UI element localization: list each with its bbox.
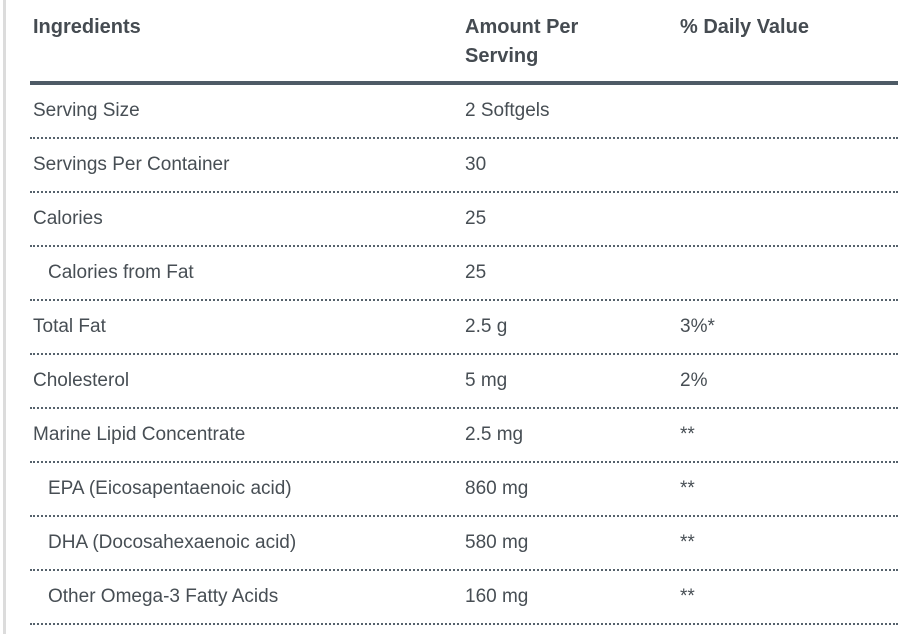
amount-value: 2 Softgels bbox=[465, 100, 550, 121]
ingredient-name: Calories bbox=[33, 208, 103, 229]
daily-value: ** bbox=[680, 532, 695, 553]
ingredient-name: Serving Size bbox=[33, 100, 140, 121]
table-row-dha: DHA (Docosahexaenoic acid) 580 mg ** bbox=[30, 517, 898, 571]
ingredient-name: Servings Per Container bbox=[33, 154, 230, 175]
table-row-epa: EPA (Eicosapentaenoic acid) 860 mg ** bbox=[30, 463, 898, 517]
table-row-calories-from-fat: Calories from Fat 25 bbox=[30, 247, 898, 301]
table-row-total-fat: Total Fat 2.5 g 3%* bbox=[30, 301, 898, 355]
column-header-amount-per-serving-label: Amount Per Serving bbox=[465, 16, 579, 67]
ingredient-name: Cholesterol bbox=[33, 370, 130, 391]
amount-value: 2.5 g bbox=[465, 316, 508, 337]
ingredient-name: EPA (Eicosapentaenoic acid) bbox=[48, 478, 292, 499]
ingredient-name: DHA (Docosahexaenoic acid) bbox=[48, 532, 297, 553]
column-header-ingredients-label: Ingredients bbox=[33, 16, 141, 38]
amount-value: 580 mg bbox=[465, 532, 529, 553]
table-header-row: Ingredients Amount Per Serving % Daily V… bbox=[30, 0, 898, 85]
page-left-edge-strip bbox=[3, 0, 6, 634]
table-row-calories: Calories 25 bbox=[30, 193, 898, 247]
amount-value: 860 mg bbox=[465, 478, 529, 499]
daily-value: 2% bbox=[680, 370, 708, 391]
column-header-ingredients: Ingredients bbox=[30, 13, 465, 42]
table-row-other-omega3: Other Omega-3 Fatty Acids 160 mg ** bbox=[30, 571, 898, 625]
amount-value: 30 bbox=[465, 154, 487, 175]
amount-value: 2.5 mg bbox=[465, 424, 524, 445]
table-row-servings-per-container: Servings Per Container 30 bbox=[30, 139, 898, 193]
column-header-daily-value-label: % Daily Value bbox=[680, 16, 809, 38]
ingredient-name: Marine Lipid Concentrate bbox=[33, 424, 246, 445]
ingredient-name: Calories from Fat bbox=[48, 262, 194, 283]
column-header-amount-per-serving: Amount Per Serving bbox=[465, 13, 680, 71]
table-row-serving-size: Serving Size 2 Softgels bbox=[30, 85, 898, 139]
amount-value: 5 mg bbox=[465, 370, 508, 391]
supplement-facts-table: Ingredients Amount Per Serving % Daily V… bbox=[30, 0, 898, 625]
ingredient-name: Other Omega-3 Fatty Acids bbox=[48, 586, 279, 607]
ingredient-name: Total Fat bbox=[33, 316, 106, 337]
amount-value: 25 bbox=[465, 208, 487, 229]
amount-value: 160 mg bbox=[465, 586, 529, 607]
column-header-daily-value: % Daily Value bbox=[680, 13, 898, 42]
table-row-cholesterol: Cholesterol 5 mg 2% bbox=[30, 355, 898, 409]
daily-value: 3%* bbox=[680, 316, 715, 337]
daily-value: ** bbox=[680, 586, 695, 607]
daily-value: ** bbox=[680, 478, 695, 499]
table-row-marine-lipid-concentrate: Marine Lipid Concentrate 2.5 mg ** bbox=[30, 409, 898, 463]
amount-value: 25 bbox=[465, 262, 487, 283]
daily-value: ** bbox=[680, 424, 695, 445]
